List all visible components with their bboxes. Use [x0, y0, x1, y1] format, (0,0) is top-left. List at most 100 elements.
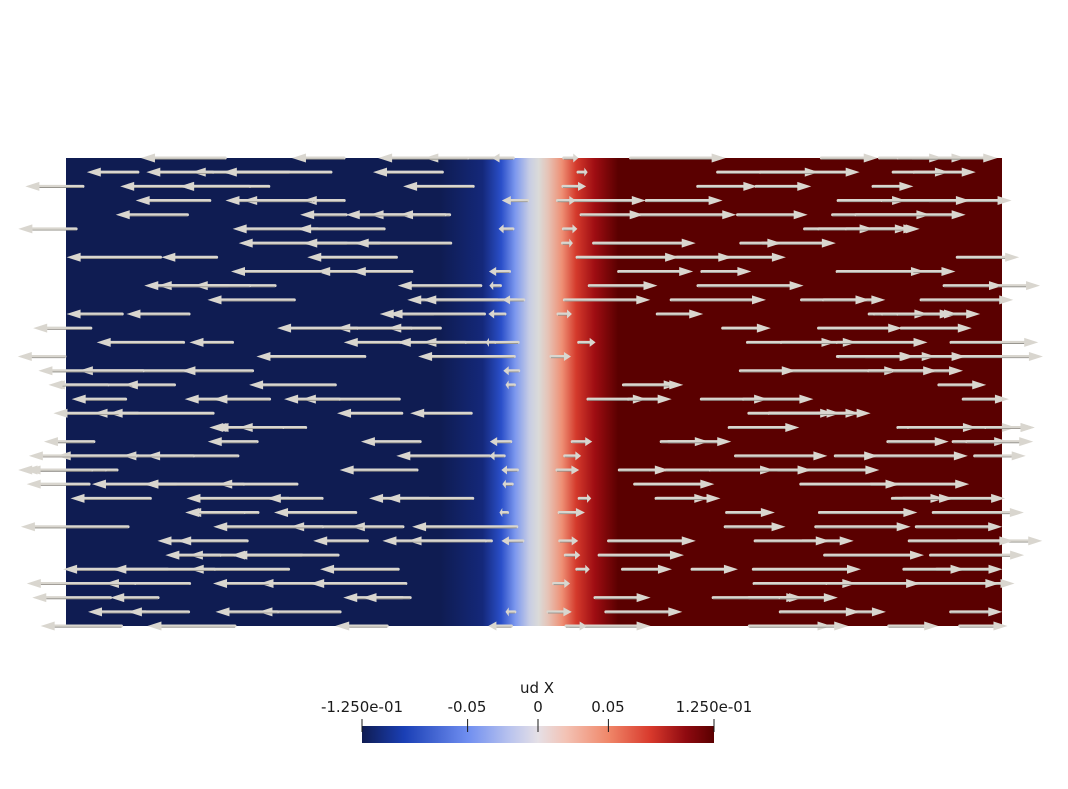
- arrow-glyph: [564, 621, 588, 631]
- arrow-glyph: [914, 522, 1003, 532]
- arrow-glyph: [71, 394, 128, 404]
- arrow-glyph: [738, 366, 796, 376]
- arrow-glyph: [207, 437, 259, 447]
- arrow-glyph: [335, 621, 389, 631]
- arrow-glyph: [339, 465, 419, 475]
- arrow-glyph: [498, 224, 515, 234]
- arrow-glyph: [362, 593, 412, 603]
- arrow-glyph: [396, 451, 492, 461]
- arrow-glyph: [256, 352, 367, 362]
- arrow-glyph: [753, 536, 830, 546]
- arrow-glyph: [725, 508, 775, 518]
- arrow-glyph: [825, 578, 921, 588]
- arrow-glyph: [907, 536, 1014, 546]
- arrow-glyph: [489, 281, 502, 291]
- arrow-glyph: [552, 578, 571, 588]
- arrow-glyph: [604, 607, 683, 617]
- arrow-glyph: [929, 550, 1025, 560]
- arrow-glyph: [378, 153, 470, 163]
- arrow-glyph: [751, 564, 861, 574]
- arrow-glyph: [912, 167, 976, 177]
- arrow-glyph: [213, 522, 324, 532]
- arrow-glyph: [505, 607, 517, 617]
- arrow-glyph: [144, 479, 245, 489]
- arrow-glyph: [488, 266, 512, 276]
- arrow-glyph: [814, 522, 911, 532]
- arrow-glyph: [277, 323, 359, 333]
- arrow-glyph: [26, 479, 91, 489]
- arrow-glyph: [266, 493, 324, 503]
- arrow-glyph: [575, 252, 680, 262]
- arrow-glyph: [96, 337, 186, 347]
- arrow-glyph: [26, 578, 137, 588]
- arrow-glyph: [617, 266, 694, 276]
- arrow-glyph: [185, 508, 246, 518]
- arrow-glyph: [899, 323, 972, 333]
- arrow-glyph: [673, 252, 733, 262]
- arrow-glyph: [561, 224, 578, 234]
- arrow-glyph: [778, 607, 860, 617]
- arrow-glyph: [25, 181, 85, 191]
- arrow-glyph: [373, 167, 444, 177]
- arrow-glyph: [931, 508, 1024, 518]
- arrow-glyph: [213, 578, 271, 588]
- arrow-glyph: [177, 536, 249, 546]
- arrow-glyph: [505, 380, 516, 390]
- arrow-glyph: [320, 564, 400, 574]
- arrow-glyph-layer: [17, 153, 1043, 631]
- arrow-glyph: [708, 465, 812, 475]
- arrow-glyph: [337, 408, 404, 418]
- arrow-glyph: [696, 281, 804, 291]
- scalar-bar-title: ud X: [519, 679, 555, 697]
- arrow-glyph: [965, 437, 1034, 447]
- arrow-glyph: [161, 252, 219, 262]
- arrow-glyph: [906, 578, 1000, 588]
- arrow-glyph: [956, 352, 1043, 362]
- arrow-glyph: [503, 366, 521, 376]
- arrow-glyph: [53, 408, 121, 418]
- arrow-glyph: [758, 167, 860, 177]
- arrow-glyph: [488, 621, 513, 631]
- arrow-glyph: [562, 153, 579, 163]
- arrow-glyph: [48, 380, 110, 390]
- arrow-glyph: [593, 593, 651, 603]
- arrow-glyph: [690, 564, 738, 574]
- arrow-glyph: [896, 309, 954, 319]
- arrow-glyph: [563, 451, 582, 461]
- scalar-bar: [361, 719, 715, 743]
- arrow-glyph: [345, 210, 409, 220]
- arrow-glyph: [499, 508, 510, 518]
- scalar-bar-tick-label: 0: [533, 698, 543, 716]
- arrow-glyph: [919, 295, 1014, 305]
- arrow-glyph: [747, 621, 849, 631]
- arrow-glyph: [736, 210, 808, 220]
- arrow-glyph: [835, 337, 928, 347]
- arrow-glyph: [607, 536, 696, 546]
- arrow-glyph: [230, 266, 324, 276]
- arrow-glyph: [937, 380, 987, 390]
- arrow-glyph: [165, 550, 222, 560]
- arrow-glyph: [633, 479, 715, 489]
- scalar-bar-tick-marks: [361, 719, 715, 732]
- domain-surface: [66, 158, 1002, 626]
- arrow-glyph: [546, 607, 572, 617]
- arrow-glyph: [817, 508, 918, 518]
- arrow-glyph: [549, 352, 571, 362]
- arrow-glyph: [144, 281, 252, 291]
- scalar-bar-tick-label: 1.250e-01: [675, 698, 753, 716]
- arrow-glyph: [561, 238, 573, 248]
- arrow-glyph: [961, 394, 1009, 404]
- arrow-glyph: [354, 238, 453, 248]
- arrow-glyph: [723, 522, 786, 532]
- arrow-glyph: [949, 337, 1039, 347]
- arrow-glyph: [126, 309, 191, 319]
- arrow-glyph: [127, 607, 191, 617]
- arrow-glyph: [767, 408, 871, 418]
- arrow-glyph: [351, 266, 414, 276]
- arrow-glyph: [592, 238, 696, 248]
- arrow-glyph: [823, 550, 925, 560]
- arrow-glyph: [388, 309, 486, 319]
- arrow-glyph: [621, 380, 684, 390]
- arrow-glyph: [837, 352, 914, 362]
